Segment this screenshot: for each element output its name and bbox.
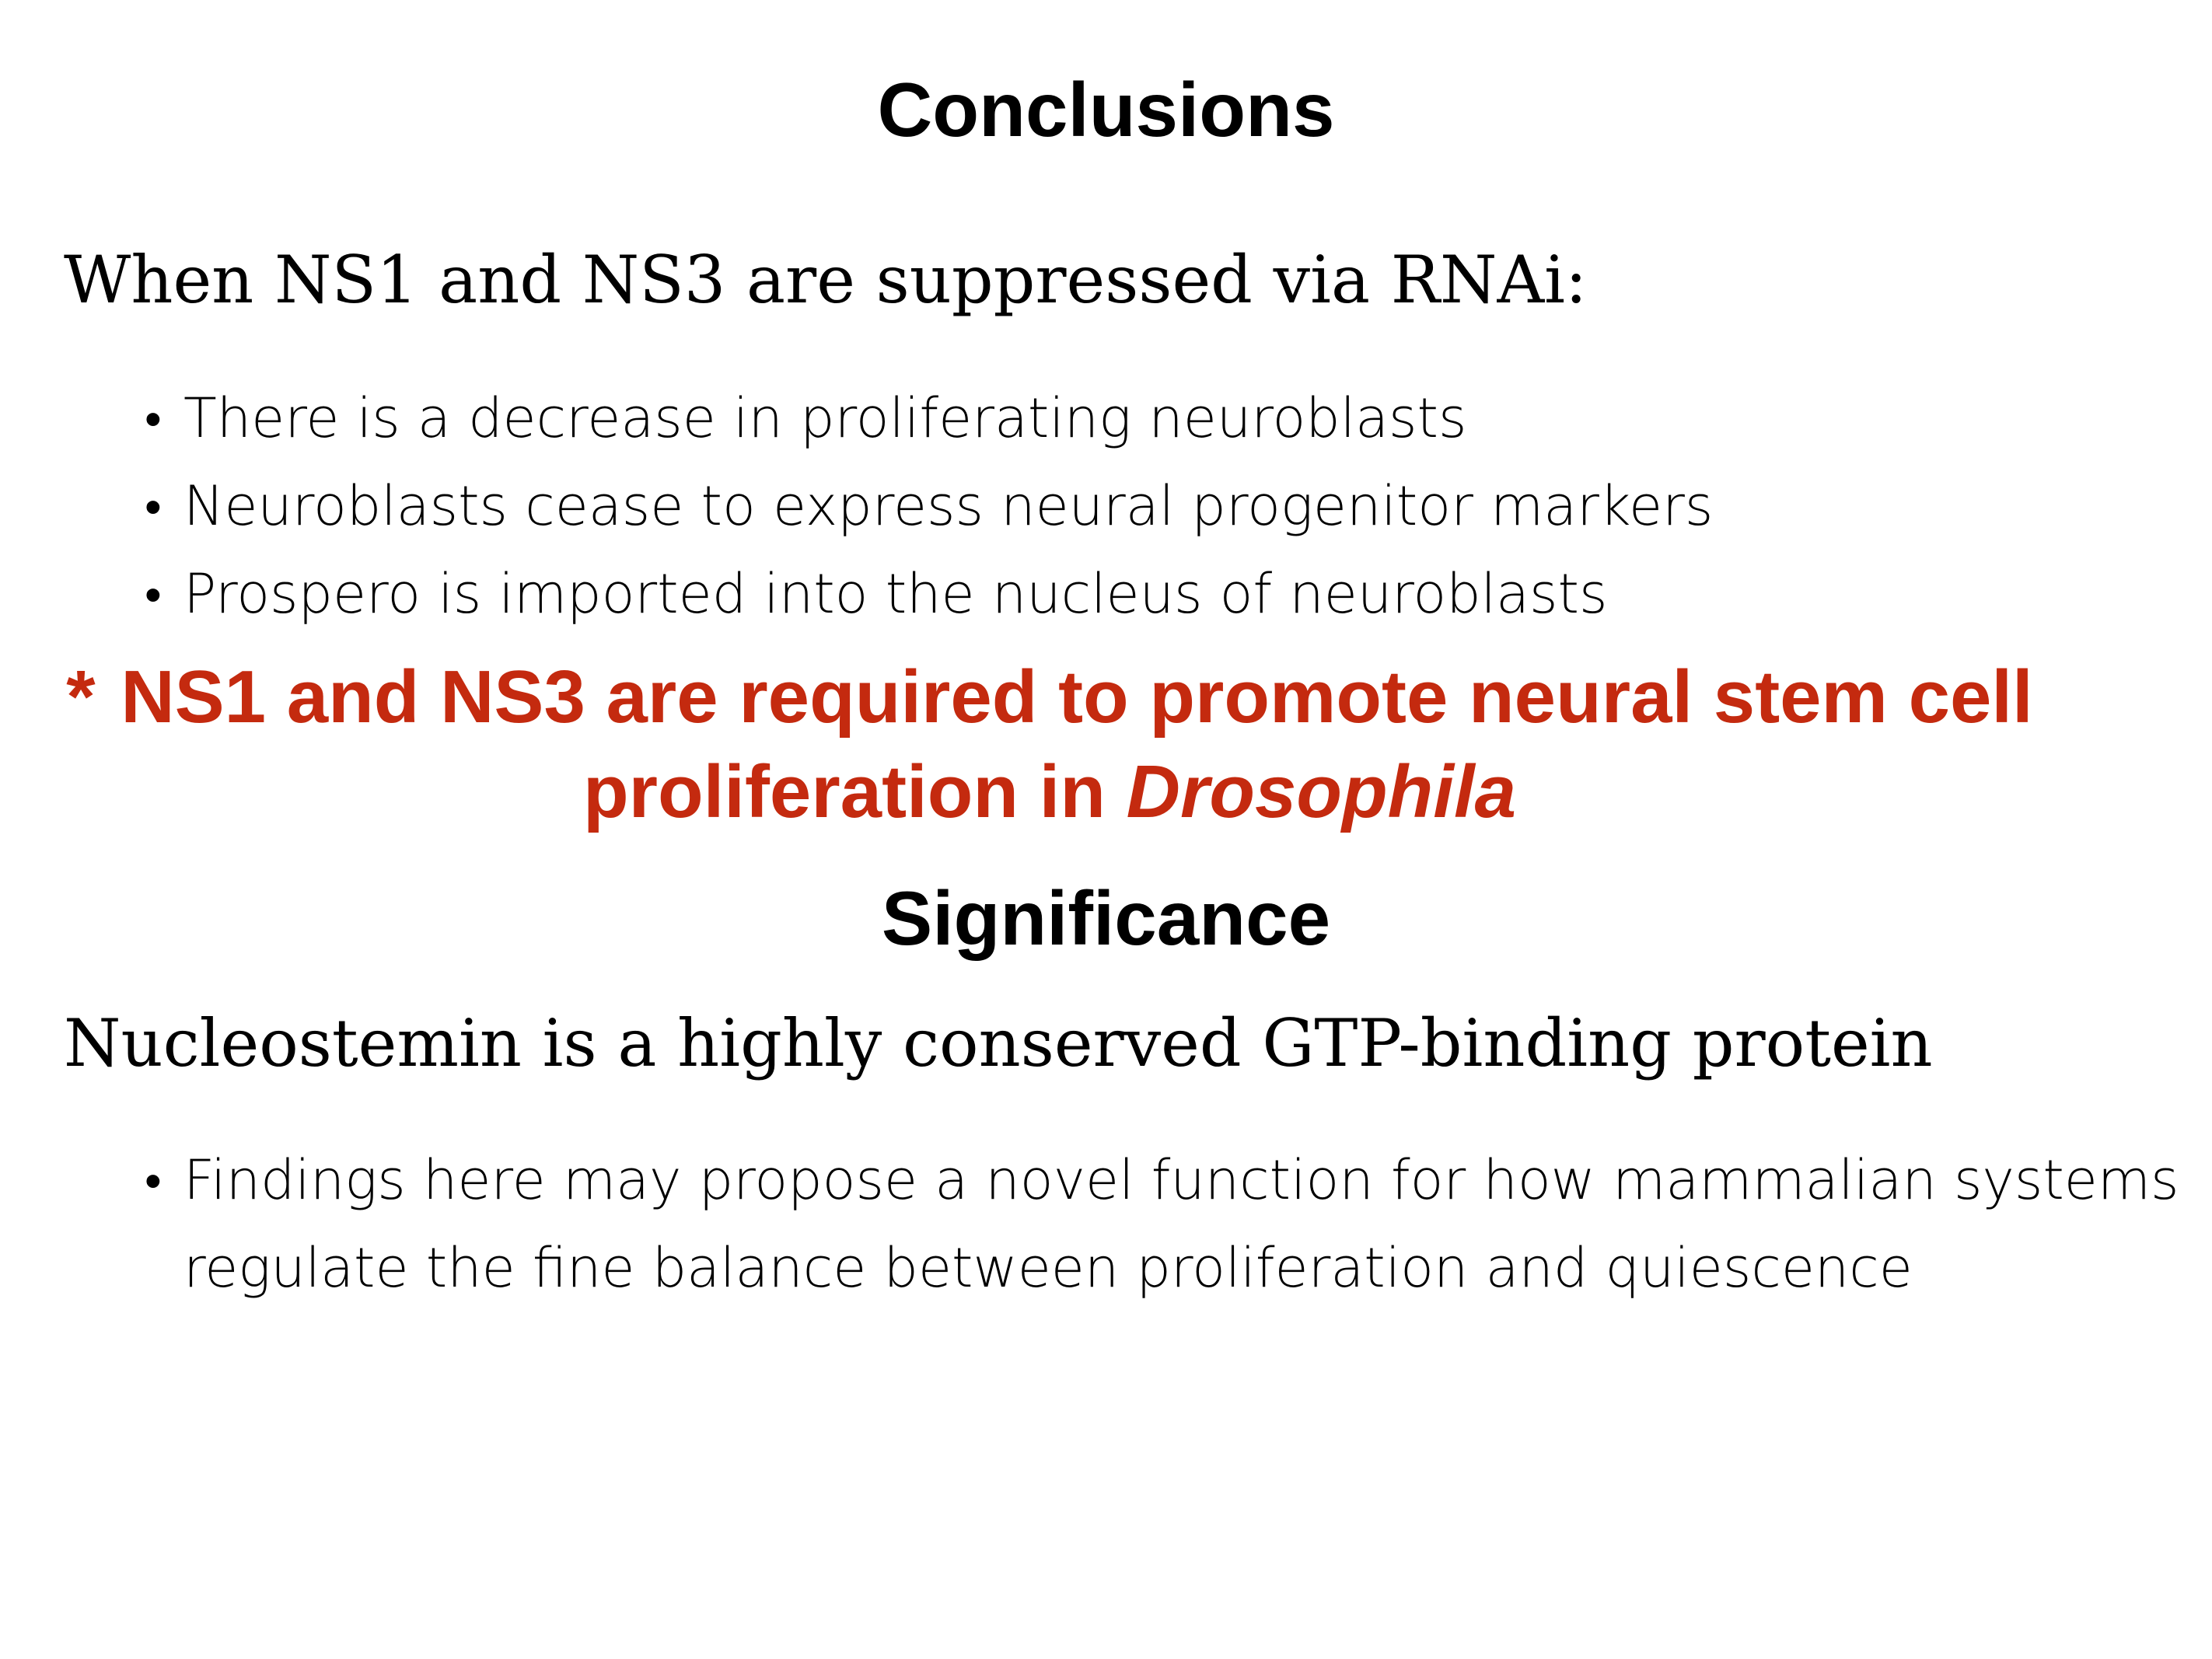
list-item: • Findings here may propose a novel func… <box>140 1137 2212 1312</box>
bullet-text: Neuroblasts cease to express neural prog… <box>183 474 1714 538</box>
bullet-icon: • <box>145 566 162 623</box>
callout-italic-term: Drosophila <box>1126 750 1517 833</box>
significance-bullet-list: • Findings here may propose a novel func… <box>140 1137 2212 1312</box>
list-item: • There is a decrease in proliferating n… <box>140 375 1713 463</box>
key-conclusion-callout: * NS1 and NS3 are required to promote ne… <box>16 650 2084 840</box>
bullet-text: Findings here may propose a novel functi… <box>183 1148 2179 1300</box>
significance-heading: Significance <box>881 875 1331 961</box>
callout-text: NS1 and NS3 are required to promote neur… <box>121 655 2033 833</box>
list-item: • Neuroblasts cease to express neural pr… <box>140 463 1713 550</box>
conclusions-heading: Conclusions <box>877 67 1335 152</box>
bullet-icon: • <box>145 390 162 447</box>
conclusions-bullet-list: • There is a decrease in proliferating n… <box>140 375 1713 638</box>
list-item: • Prospero is imported into the nucleus … <box>140 550 1713 638</box>
asterisk-marker: * <box>66 655 96 739</box>
bullet-icon: • <box>145 478 162 535</box>
significance-lead: Nucleostemin is a highly conserved GTP-b… <box>64 1005 1933 1081</box>
conclusions-lead: When NS1 and NS3 are suppressed via RNAi… <box>64 242 1588 318</box>
bullet-text: There is a decrease in proliferating neu… <box>183 386 1467 450</box>
bullet-text: Prospero is imported into the nucleus of… <box>183 562 1608 626</box>
bullet-icon: • <box>145 1152 162 1209</box>
